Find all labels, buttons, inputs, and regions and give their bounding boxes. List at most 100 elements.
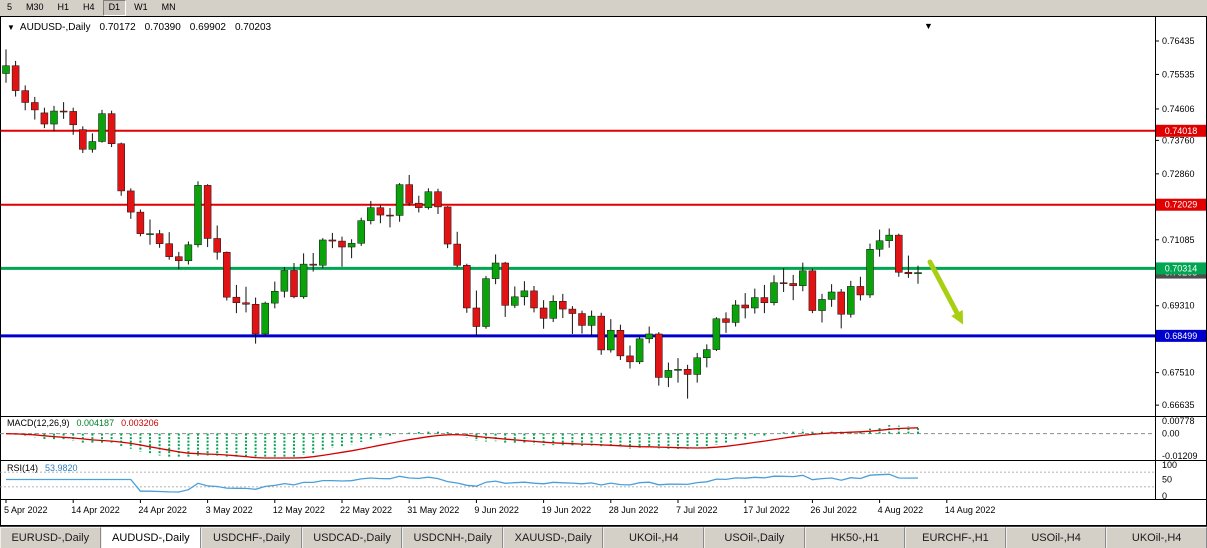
price-tick-label: 0.74606	[1162, 104, 1195, 114]
candle-body	[827, 291, 836, 300]
timeframe-button-h4[interactable]: H4	[77, 0, 101, 16]
corner-marker-icon: ▼	[924, 21, 933, 31]
candle-body	[655, 333, 663, 378]
date-label: 9 Jun 2022	[474, 505, 519, 515]
date-label: 12 May 2022	[273, 505, 325, 515]
candle-body	[146, 233, 154, 235]
date-label: 24 Apr 2022	[138, 505, 187, 515]
time-axis[interactable]	[0, 499, 1207, 526]
candle-body	[866, 249, 874, 296]
date-label: 22 May 2022	[340, 505, 392, 515]
candle-body	[645, 333, 653, 340]
candle-body	[88, 141, 97, 150]
candle-body	[914, 272, 922, 274]
chart-tab-usdcnh-daily[interactable]: USDCNH-,Daily	[402, 527, 503, 548]
chart-tab-usdchf-daily[interactable]: USDCHF-,Daily	[201, 527, 302, 548]
candle-body	[693, 357, 701, 375]
candle-body	[395, 184, 404, 216]
timeframe-button-mn[interactable]: MN	[155, 0, 182, 16]
candle-body	[127, 190, 135, 213]
candle-body	[386, 214, 394, 217]
trend-arrow-head[interactable]	[951, 309, 964, 325]
timeframe-button-w1[interactable]: W1	[128, 0, 154, 16]
candle-body	[443, 206, 452, 245]
date-label: 4 Aug 2022	[878, 505, 924, 515]
candle-body	[155, 233, 164, 244]
candle-body	[290, 270, 298, 298]
macd-axis-max: 0.00778	[1162, 416, 1195, 426]
date-label: 19 Jun 2022	[542, 505, 592, 515]
chart-canvas[interactable]: ▼ 0.76435 0.75535 0.74606 0.73760 0.72860 0.71…	[0, 16, 1207, 526]
candle-body	[530, 290, 538, 309]
price-tick-label: 0.72860	[1162, 169, 1195, 179]
candle-body	[69, 111, 77, 126]
macd-axis-min: -0.01209	[1162, 451, 1198, 461]
chart-tab-audusd-daily[interactable]: AUDUSD-,Daily	[100, 527, 202, 548]
chart-tab-hk50-h1[interactable]: HK50-,H1	[804, 527, 906, 548]
chart-tab-usdcad-daily[interactable]: USDCAD-,Daily	[301, 527, 403, 548]
price-axis[interactable]	[1155, 16, 1207, 499]
candle-body	[463, 264, 471, 309]
candle-body	[117, 143, 125, 192]
candle-body	[347, 243, 356, 248]
candle-body	[136, 211, 145, 234]
chart-tab-ukoil-h4[interactable]: UKOil-,H4	[1106, 527, 1207, 548]
hline-price-label: 0.70314	[1165, 263, 1198, 273]
candle-body	[338, 240, 346, 248]
date-label: 28 Jun 2022	[609, 505, 659, 515]
date-label: 31 May 2022	[407, 505, 459, 515]
candle-body	[703, 349, 711, 359]
chart-tab-usoil-daily[interactable]: USOil-,Daily	[704, 527, 805, 548]
candle-body	[520, 290, 529, 298]
candle-body	[223, 251, 231, 298]
candle-body	[107, 113, 116, 144]
timeframe-button-d1[interactable]: D1	[102, 0, 127, 16]
rsi-axis-0: 0	[1162, 491, 1167, 501]
candle-body	[79, 129, 87, 150]
candle-body	[607, 330, 615, 351]
candle-body	[415, 202, 423, 208]
candle-body	[712, 318, 721, 350]
price-tick-label: 0.66635	[1162, 400, 1195, 410]
timeframe-button-h1[interactable]: H1	[51, 0, 76, 16]
price-tick-label: 0.69310	[1162, 301, 1195, 311]
candle-body	[731, 304, 740, 323]
candle-body	[213, 238, 221, 253]
chart-tab-eurchf-h1[interactable]: EURCHF-,H1	[905, 527, 1006, 548]
candle-body	[559, 301, 567, 310]
candle-body	[482, 278, 490, 327]
timeframe-button-5[interactable]: 5	[1, 0, 19, 16]
chart-tab-eurusd-daily[interactable]: EURUSD-,Daily	[0, 527, 101, 548]
chart-tab-xauusd-daily[interactable]: XAUUSD-,Daily	[502, 527, 604, 548]
candle-body	[904, 272, 913, 275]
candle-body	[59, 110, 68, 113]
chart-tab-ukoil-h4[interactable]: UKOil-,H4	[603, 527, 705, 548]
candle-body	[175, 256, 183, 262]
candle-body	[722, 318, 730, 323]
candle-body	[664, 370, 673, 378]
candle-body	[50, 110, 58, 125]
timeframe-toolbar: 5 M30 H1 H4 D1 W1 MN	[0, 0, 1207, 16]
candle-body	[597, 315, 605, 351]
date-label: 3 May 2022	[206, 505, 253, 515]
chart-tab-usoil-h4[interactable]: USOil-,H4	[1005, 527, 1107, 548]
rsi-axis-100: 100	[1162, 460, 1177, 470]
candle-body	[885, 234, 893, 241]
candle-body	[578, 313, 586, 326]
candle-body	[194, 185, 202, 246]
trend-arrow-shaft[interactable]	[927, 259, 960, 316]
candle-body	[875, 240, 884, 250]
hline-price-label: 0.68499	[1165, 331, 1198, 341]
candle-body	[779, 282, 788, 284]
candle-body	[242, 302, 250, 305]
candle-body	[837, 291, 845, 315]
candle-body	[357, 220, 365, 244]
price-tick-label: 0.76435	[1162, 36, 1195, 46]
date-label: 17 Jul 2022	[743, 505, 790, 515]
timeframe-button-m30[interactable]: M30	[20, 0, 50, 16]
candle-body	[376, 207, 385, 216]
candle-body	[789, 283, 797, 286]
price-tick-label: 0.73760	[1162, 135, 1195, 145]
date-label: 14 Aug 2022	[945, 505, 996, 515]
candle-body	[770, 282, 778, 304]
